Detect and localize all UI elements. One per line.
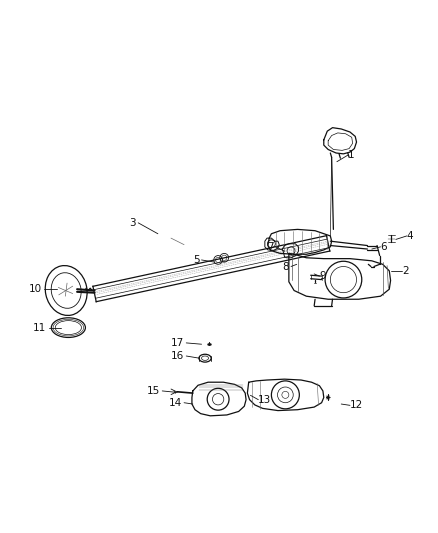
Text: 10: 10 (29, 284, 42, 294)
Text: 2: 2 (403, 266, 409, 276)
Text: 5: 5 (193, 255, 199, 265)
Text: 11: 11 (33, 324, 46, 334)
Text: 13: 13 (258, 394, 272, 405)
Text: 1: 1 (348, 150, 354, 160)
Text: 16: 16 (171, 351, 184, 361)
Text: 7: 7 (267, 242, 274, 252)
Text: 3: 3 (129, 218, 136, 228)
Text: 9: 9 (319, 271, 326, 281)
Text: 12: 12 (350, 400, 363, 410)
Text: 8: 8 (282, 262, 289, 271)
Text: 6: 6 (381, 242, 387, 252)
Text: 14: 14 (169, 398, 182, 408)
Text: 17: 17 (171, 338, 184, 348)
Text: 15: 15 (147, 386, 160, 396)
Text: 4: 4 (407, 231, 413, 241)
